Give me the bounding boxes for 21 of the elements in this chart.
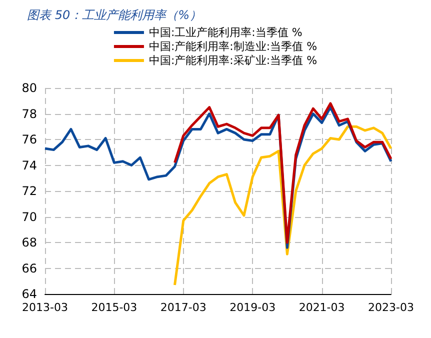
y-tick-label: 72	[22, 184, 37, 198]
line-series	[174, 102, 392, 244]
chart-title: 图表 50：工业产能利用率（%）	[27, 8, 202, 22]
x-tick-label: 2015-03	[91, 301, 138, 314]
line-series	[174, 125, 392, 286]
y-tick-label: 66	[22, 261, 37, 276]
x-tick-label: 2013-03	[22, 301, 68, 314]
x-tick-label: 2021-03	[298, 301, 345, 314]
y-tick-label: 74	[22, 158, 37, 172]
y-tick-label: 64	[22, 287, 37, 301]
legend-label: 中国:产能利用率:采矿业:当季值 %	[148, 54, 318, 67]
y-tick-label: 78	[22, 106, 37, 121]
x-tick-label: 2019-03	[230, 301, 276, 314]
legend-label: 中国:工业产能利用率:当季值 %	[148, 26, 302, 39]
y-tick-label: 76	[22, 132, 37, 146]
x-tick-label: 2023-03	[368, 301, 414, 314]
y-tick-label: 68	[22, 236, 37, 250]
y-tick-label: 70	[22, 210, 37, 224]
x-tick-label: 2017-03	[160, 301, 206, 314]
y-tick-label: 80	[22, 81, 37, 95]
legend-label: 中国:产能利用率:制造业:当季值 %	[148, 40, 318, 53]
